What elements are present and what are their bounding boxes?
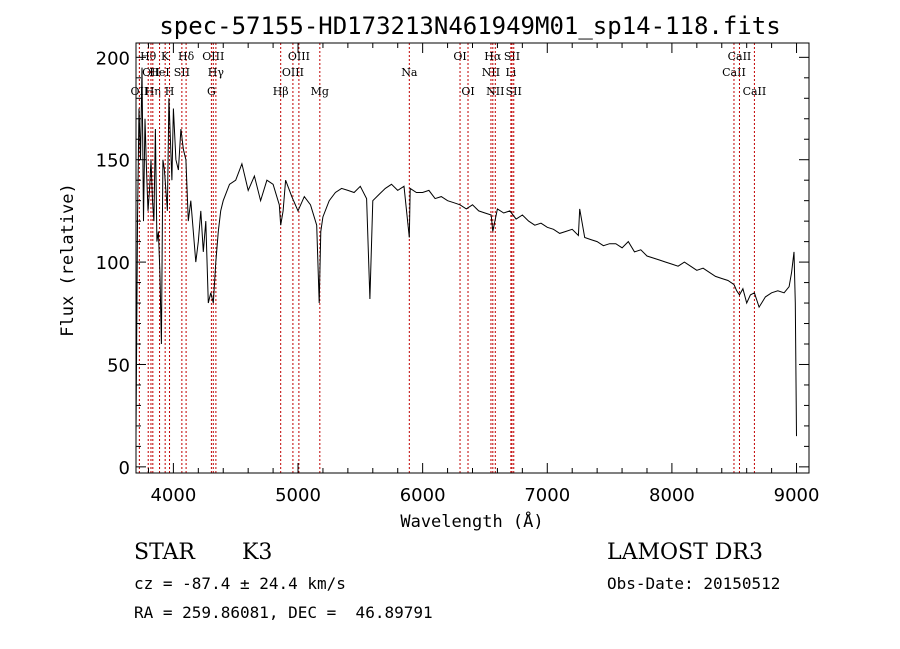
line-label-21: NII xyxy=(486,85,504,98)
y-tick-label-1: 50 xyxy=(107,355,130,376)
x-axis-label: Wavelength (Å) xyxy=(400,510,543,532)
chart-title: spec-57155-HD173213N461949M01_sp14-118.f… xyxy=(159,12,780,40)
line-label-10: G xyxy=(207,85,216,98)
survey-name: LAMOST DR3 xyxy=(607,540,763,565)
line-label-5: K xyxy=(161,50,170,63)
line-label-0: OII xyxy=(131,85,149,98)
object-subclass: K3 xyxy=(242,540,273,565)
y-axis-label: Flux (relative) xyxy=(58,183,78,337)
axis-ticks: 4000 5000 6000 7000 8000 9000 0 50 100 150 200 xyxy=(96,43,820,506)
line-label-18: OI xyxy=(461,85,474,98)
y-tick-label-4: 200 xyxy=(96,48,130,69)
line-label-2: OII xyxy=(142,66,160,79)
line-label-14: OIII xyxy=(288,50,310,63)
line-label-22: Li xyxy=(505,66,516,79)
line-label-15: Mg xyxy=(311,85,329,98)
line-label-1: Hθ xyxy=(140,50,157,63)
line-label-7: SII xyxy=(174,66,190,79)
ra-dec-coordinates: RA = 259.86081, DEC = 46.89791 xyxy=(134,603,433,622)
line-label-4: HeI xyxy=(149,66,169,79)
line-label-12: Hβ xyxy=(273,85,289,98)
line-label-8: Hδ xyxy=(178,50,195,63)
line-label-13: OIII xyxy=(282,66,304,79)
y-tick-label-0: 0 xyxy=(119,458,130,479)
line-label-11: Hγ xyxy=(208,66,225,79)
line-label-25: CaII xyxy=(722,66,746,79)
x-tick-label-3: 7000 xyxy=(524,485,570,506)
x-tick-label-1: 5000 xyxy=(275,485,321,506)
x-tick-label-5: 9000 xyxy=(774,485,820,506)
plot-frame xyxy=(135,42,810,474)
line-label-23: SII xyxy=(504,50,520,63)
line-label-6: H xyxy=(165,85,175,98)
object-class: STAR xyxy=(134,540,195,565)
line-label-17: OI xyxy=(453,50,466,63)
line-label-19: NII xyxy=(482,66,500,79)
y-tick-label-3: 150 xyxy=(96,151,130,172)
spectrum-series-line xyxy=(135,67,797,437)
line-label-24: SII xyxy=(506,85,522,98)
y-tick-label-2: 100 xyxy=(96,253,130,274)
line-label-16: Na xyxy=(401,66,418,79)
x-tick-label-0: 4000 xyxy=(150,485,196,506)
x-tick-label-4: 8000 xyxy=(649,485,695,506)
observation-date: Obs-Date: 20150512 xyxy=(607,574,781,593)
x-tick-label-2: 6000 xyxy=(400,485,446,506)
redshift-cz: cz = -87.4 ± 24.4 km/s xyxy=(134,574,346,593)
line-label-27: CaII xyxy=(743,85,767,98)
line-label-9: OIII xyxy=(202,50,224,63)
line-label-3: Hη xyxy=(145,85,161,98)
line-label-20: Hα xyxy=(484,50,502,63)
line-label-26: CaII xyxy=(728,50,752,63)
